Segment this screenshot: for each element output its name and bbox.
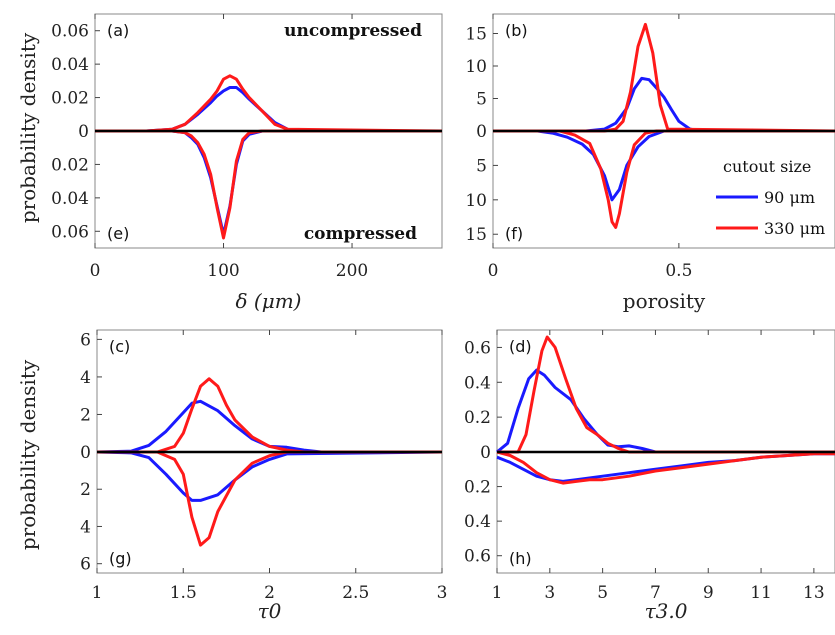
series-lower-330um (496, 450, 835, 485)
y-tick-label: 5 (476, 90, 487, 110)
x-tick-label: 13 (803, 583, 825, 603)
legend-title: cutout size (723, 157, 811, 176)
x-tick-label: 200 (336, 261, 368, 281)
series-lower-90um (493, 129, 835, 202)
annotation-lower: compressed (304, 224, 417, 244)
series-lower-330um (493, 129, 835, 229)
y-tick-label: 4 (80, 368, 91, 388)
series-upper-90um (96, 399, 442, 454)
y-tick-label: 0.06 (51, 22, 89, 42)
x-tick-label: 7 (650, 583, 661, 603)
y-tick-label: 0.2 (464, 408, 491, 428)
y-tick-label: 0.06 (51, 222, 89, 242)
series-lower-330um (97, 450, 442, 547)
chart-porosity: 00.5105101551015(b)(f)porosity (465, 13, 835, 313)
panel-label: (b) (505, 21, 528, 40)
y-tick-label: 0.02 (51, 89, 89, 109)
y-axis-label-top: probability density (16, 32, 40, 223)
x-tick-label: 100 (207, 261, 239, 281)
legend-label-90: 90 μm (764, 188, 815, 207)
y-tick-label: 2 (80, 480, 91, 500)
y-tick-label: 0.6 (464, 547, 491, 567)
series-lower-330um (95, 129, 442, 240)
legend-label-330: 330 μm (764, 219, 825, 238)
y-tick-label: 5 (476, 156, 487, 176)
y-tick-label: 15 (465, 225, 487, 245)
x-tick-label: 0 (90, 261, 101, 281)
panel-label: (d) (509, 337, 532, 356)
y-tick-label: 10 (465, 57, 487, 77)
y-tick-label: 0.4 (464, 373, 491, 393)
series-upper-330um (493, 22, 835, 133)
x-axis-label: τ0 (258, 599, 282, 623)
y-tick-label: 0.04 (51, 189, 89, 209)
y-tick-label: 0.04 (51, 55, 89, 75)
panel-label: (h) (509, 549, 532, 568)
series-upper-330um (497, 335, 835, 454)
x-tick-label: 9 (703, 583, 714, 603)
x-tick-label: 1 (92, 583, 103, 603)
panel-label: (e) (107, 224, 129, 243)
series-upper-330um (97, 377, 442, 454)
series-upper-90um (95, 86, 442, 133)
y-tick-label: 0.02 (51, 155, 89, 175)
y-tick-label: 4 (80, 517, 91, 537)
panel-label: (c) (109, 337, 130, 356)
y-tick-label: 0 (78, 122, 89, 142)
y-tick-label: 10 (465, 191, 487, 211)
y-tick-label: 2 (80, 405, 91, 425)
legend: cutout size 90 μm 330 μm (716, 157, 825, 238)
y-tick-label: 0 (80, 443, 91, 463)
series-lower-90um (95, 129, 442, 237)
y-tick-label: 6 (80, 555, 91, 575)
y-tick-label: 6 (80, 330, 91, 350)
x-tick-label: 0 (488, 261, 499, 281)
x-tick-label: 2.5 (342, 583, 369, 603)
x-tick-label: 11 (750, 583, 772, 603)
chart-tau0: 1 1.5 2 2.5 3 0 2 4 6 2 4 6 (c) (g) τ0 (80, 329, 448, 623)
series-upper-90um (496, 368, 835, 454)
y-tick-label: 0.6 (464, 338, 491, 358)
x-axis-label: δ (μm) (236, 289, 302, 313)
x-axis-label: τ3.0 (645, 599, 688, 623)
panels: 0 100 20000.020.040.060.020.040.06(a)(e)un… (51, 13, 835, 623)
series-upper-90um (493, 76, 835, 133)
y-tick-label: 0 (476, 122, 487, 142)
y-tick-label: 0.2 (464, 478, 491, 498)
y-tick-label: 0.4 (464, 512, 491, 532)
x-tick-label: 0.5 (665, 261, 692, 281)
annotation-upper: uncompressed (284, 21, 422, 41)
x-tick-label: 1 (492, 583, 503, 603)
x-axis-label: porosity (623, 289, 706, 313)
chart-delta: 0 100 200 0 0.02 0.04 0.06 0.02 0.04 0.06 (a) (e) un… (51, 13, 443, 313)
x-tick-label: 3 (544, 583, 555, 603)
panel-label: (g) (109, 549, 132, 568)
y-axis-label-bottom: probability density (16, 359, 40, 550)
series-upper-330um (95, 74, 443, 133)
x-tick-label: 3 (437, 583, 448, 603)
x-tick-label: 2 (264, 583, 275, 603)
y-tick-label: 15 (465, 25, 487, 45)
y-tick-label: 0 (480, 443, 491, 463)
panel-label: (a) (107, 21, 129, 40)
x-tick-label: 1.5 (170, 583, 197, 603)
series-lower-90um (96, 450, 443, 502)
x-tick-label: 5 (597, 583, 608, 603)
panel-label: (f) (505, 224, 523, 243)
